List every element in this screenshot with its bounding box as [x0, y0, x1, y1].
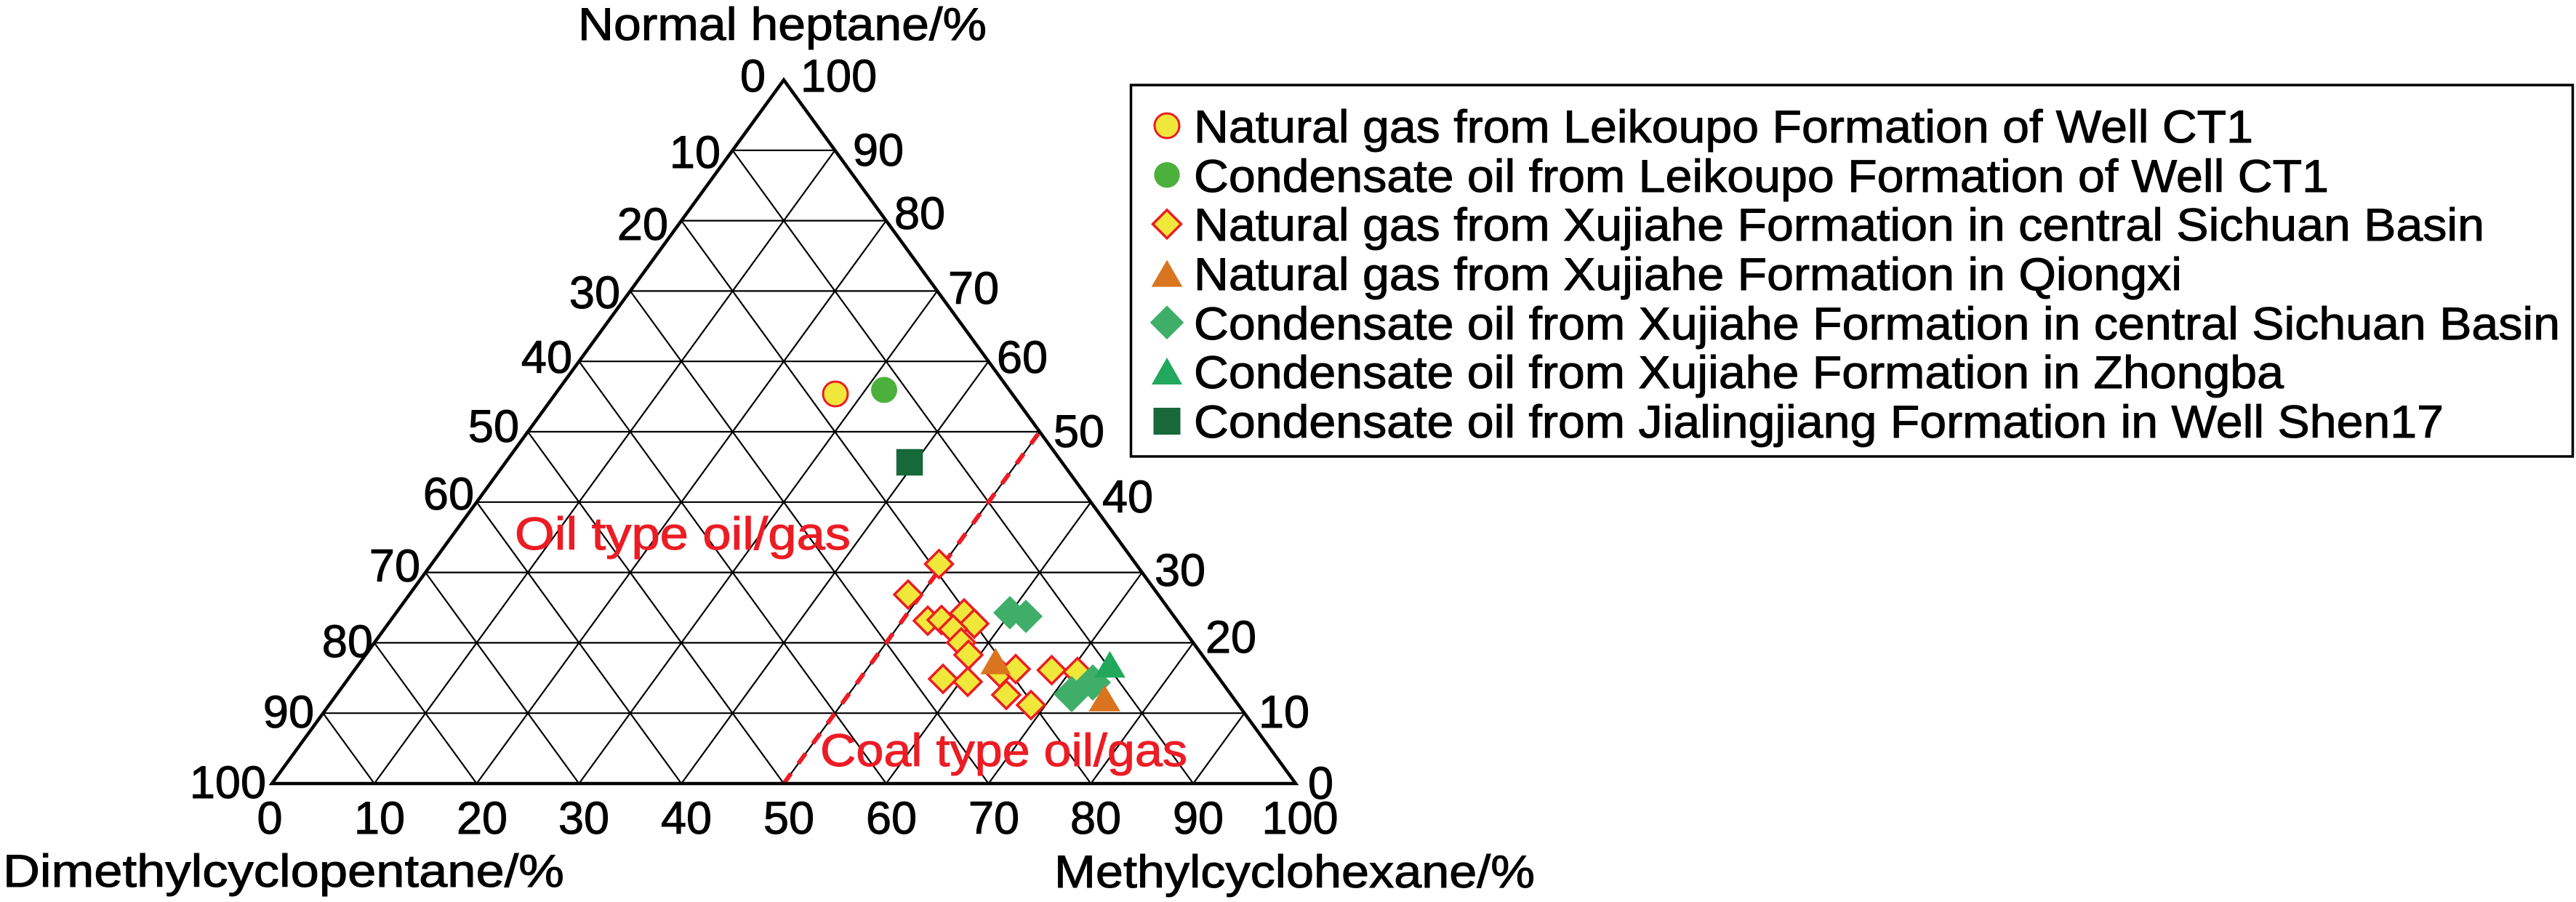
- svg-text:0: 0: [740, 51, 766, 102]
- svg-text:90: 90: [853, 125, 904, 176]
- svg-text:30: 30: [569, 267, 620, 318]
- svg-text:90: 90: [1173, 793, 1224, 844]
- svg-text:90: 90: [263, 687, 314, 738]
- svg-text:30: 30: [1155, 545, 1205, 596]
- svg-text:Methylcyclohexane/%: Methylcyclohexane/%: [1054, 847, 1535, 898]
- svg-text:20: 20: [617, 199, 668, 250]
- svg-text:80: 80: [1070, 793, 1121, 844]
- svg-text:100: 100: [801, 51, 877, 102]
- svg-text:80: 80: [894, 188, 945, 239]
- svg-text:10: 10: [1259, 687, 1309, 738]
- svg-text:Natural gas from Xujiahe Forma: Natural gas from Xujiahe Formation in ce…: [1194, 200, 2484, 251]
- svg-text:60: 60: [997, 332, 1048, 383]
- svg-text:70: 70: [948, 263, 999, 314]
- svg-text:50: 50: [763, 793, 814, 844]
- svg-text:100: 100: [1261, 793, 1338, 844]
- svg-text:30: 30: [558, 793, 609, 844]
- svg-text:20: 20: [457, 793, 507, 844]
- svg-text:0: 0: [257, 793, 282, 844]
- svg-text:70: 70: [369, 541, 420, 592]
- svg-text:Condensate oil from Xujiahe Fo: Condensate oil from Xujiahe Formation in…: [1194, 299, 2560, 350]
- svg-text:Normal heptane/%: Normal heptane/%: [578, 0, 987, 50]
- svg-text:60: 60: [423, 469, 474, 520]
- svg-text:50: 50: [468, 401, 519, 452]
- svg-text:Oil type oil/gas: Oil type oil/gas: [515, 509, 851, 560]
- svg-text:Condensate oil from Jialingjia: Condensate oil from Jialingjiang Formati…: [1194, 397, 2444, 448]
- svg-text:10: 10: [354, 793, 405, 844]
- svg-text:Natural gas from Leikoupo Form: Natural gas from Leikoupo Formation of W…: [1194, 102, 2253, 153]
- svg-text:50: 50: [1054, 406, 1104, 457]
- svg-text:60: 60: [866, 793, 917, 844]
- svg-text:40: 40: [1102, 472, 1153, 523]
- svg-text:70: 70: [968, 793, 1019, 844]
- svg-text:20: 20: [1205, 612, 1256, 663]
- svg-text:0: 0: [1308, 758, 1333, 809]
- svg-text:Coal type oil/gas: Coal type oil/gas: [820, 725, 1187, 776]
- svg-text:40: 40: [661, 793, 712, 844]
- svg-text:80: 80: [322, 616, 373, 667]
- svg-text:Natural gas from Xujiahe Forma: Natural gas from Xujiahe Formation in Qi…: [1194, 249, 2182, 300]
- svg-text:40: 40: [521, 332, 572, 383]
- svg-text:Dimethylcyclopentane/%: Dimethylcyclopentane/%: [3, 846, 564, 897]
- svg-text:Condensate oil from Xujiahe Fo: Condensate oil from Xujiahe Formation in…: [1194, 347, 2284, 398]
- svg-text:10: 10: [670, 127, 721, 178]
- svg-text:Condensate oil from Leikoupo F: Condensate oil from Leikoupo Formation o…: [1194, 151, 2329, 202]
- svg-text:100: 100: [190, 757, 266, 808]
